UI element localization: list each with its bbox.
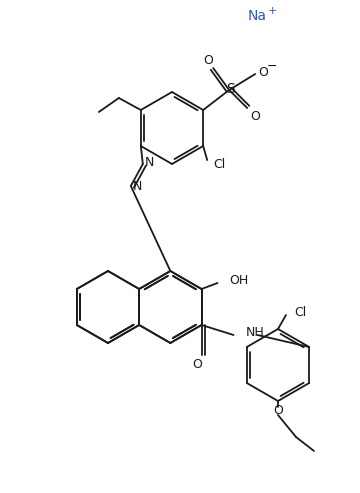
Text: OH: OH: [230, 275, 249, 287]
Text: Cl: Cl: [294, 307, 306, 319]
Text: S: S: [226, 82, 235, 96]
Text: O: O: [273, 404, 283, 418]
Text: Cl: Cl: [213, 157, 225, 171]
Text: N: N: [145, 155, 154, 169]
Text: NH: NH: [246, 326, 264, 340]
Text: O: O: [258, 66, 268, 78]
Text: Na: Na: [248, 9, 267, 23]
Text: −: −: [267, 60, 278, 72]
Text: O: O: [203, 54, 213, 67]
Text: O: O: [250, 109, 260, 122]
Text: O: O: [193, 357, 202, 371]
Text: +: +: [268, 6, 277, 16]
Text: N: N: [133, 179, 143, 192]
